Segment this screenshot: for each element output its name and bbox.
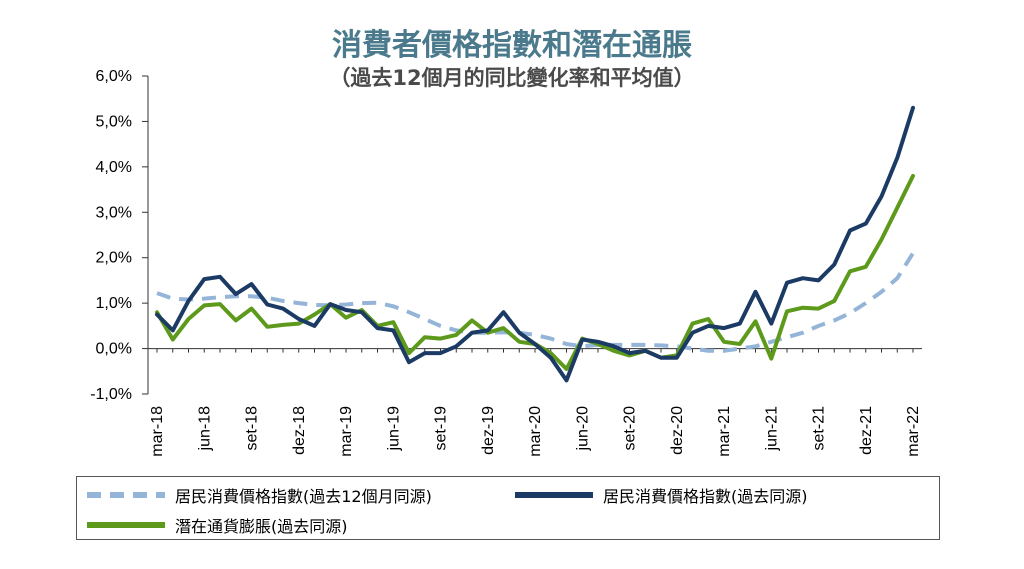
legend-label-core: 潛在通貨膨脹(過去同源) bbox=[175, 517, 348, 536]
legend-swatch-cpi bbox=[515, 492, 593, 498]
series-avg-line bbox=[156, 252, 915, 353]
y-tick-label: 5,0% bbox=[96, 113, 132, 130]
legend-item-core: 潛在通貨膨脹(過去同源) bbox=[87, 513, 348, 537]
legend-swatch-avg bbox=[87, 492, 165, 498]
y-tick-label: 0,0% bbox=[96, 341, 132, 358]
y-tick-label: 3,0% bbox=[96, 204, 132, 221]
axes: 6,0% 5,0% 4,0% 3,0% 2,0% 1,0% 0,0% -1,0% mar-18 j… bbox=[90, 68, 922, 457]
x-tick-label: mar-20 bbox=[527, 406, 544, 457]
x-tick-label: jun-20 bbox=[574, 406, 591, 452]
x-tick-label: set-19 bbox=[433, 406, 450, 451]
x-tick-label: dez-21 bbox=[858, 406, 875, 455]
legend-item-cpi: 居民消費價格指數(過去同源) bbox=[515, 483, 808, 507]
x-tick-label: dez-19 bbox=[480, 406, 497, 455]
legend-label-avg: 居民消費價格指數(過去12個月同源) bbox=[175, 487, 432, 506]
x-tick-label: jun-18 bbox=[196, 406, 213, 452]
y-tick-label: 2,0% bbox=[96, 250, 132, 267]
x-tick-label: dez-20 bbox=[669, 406, 686, 455]
x-tick-label: set-18 bbox=[244, 406, 261, 451]
chart-subtitle: （過去12個月的同比變化率和平均值） bbox=[329, 66, 695, 90]
x-tick-label: jun-21 bbox=[763, 406, 780, 452]
legend-item-avg: 居民消費價格指數(過去12個月同源) bbox=[87, 483, 432, 507]
legend-label-cpi: 居民消費價格指數(過去同源) bbox=[603, 487, 808, 506]
y-tick-label: 4,0% bbox=[96, 159, 132, 176]
series-core-line bbox=[155, 173, 915, 371]
legend-swatch-core bbox=[87, 522, 165, 528]
x-tick-label: set-21 bbox=[811, 406, 828, 451]
y-tick-label: 6,0% bbox=[96, 68, 132, 85]
x-tick-label: dez-18 bbox=[291, 406, 308, 455]
x-tick-label: mar-22 bbox=[905, 406, 922, 457]
x-tick-label: set-20 bbox=[622, 406, 639, 451]
chart-title: 消費者價格指數和潛在通脹 bbox=[332, 28, 692, 63]
series-cpi-line bbox=[155, 105, 915, 383]
x-tick-label: mar-18 bbox=[149, 406, 166, 457]
y-tick-label: 1,0% bbox=[96, 295, 132, 312]
y-tick-label: -1,0% bbox=[90, 386, 132, 403]
legend: 居民消費價格指數(過去12個月同源) 居民消費價格指數(過去同源) 潛在通貨膨脹… bbox=[76, 476, 940, 540]
series-layer bbox=[155, 105, 915, 383]
x-tick-label: jun-19 bbox=[385, 406, 402, 452]
x-tick-label: mar-21 bbox=[716, 406, 733, 457]
x-tick-label: mar-19 bbox=[338, 406, 355, 457]
